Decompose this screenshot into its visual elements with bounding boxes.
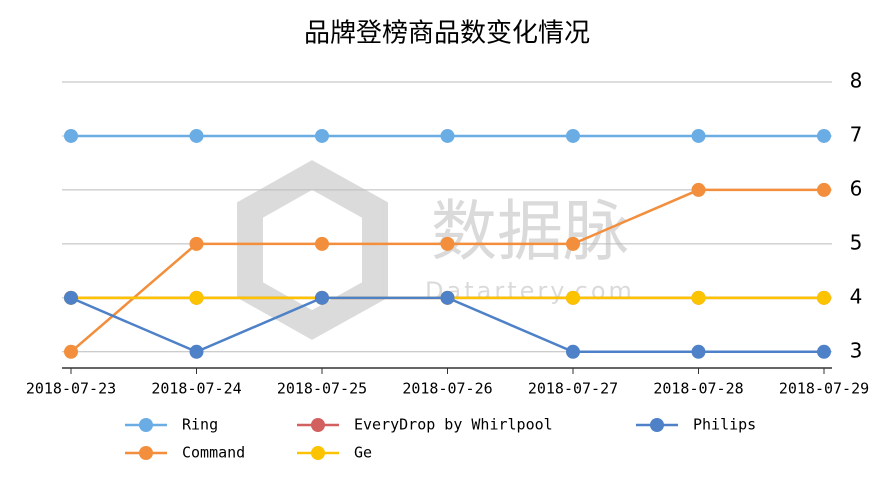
data-point xyxy=(817,290,831,305)
chart-title: 品牌登榜商品数变化情况 xyxy=(304,19,590,49)
data-point xyxy=(189,128,204,143)
legend-marker xyxy=(139,418,153,432)
data-point xyxy=(315,290,329,305)
legend-label: Command xyxy=(182,444,245,462)
data-point xyxy=(64,290,78,305)
legend-item: Ge xyxy=(297,444,372,462)
watermark-url: Datartery.com xyxy=(425,277,635,305)
data-point xyxy=(440,290,455,305)
data-point xyxy=(189,236,204,251)
legend-marker xyxy=(139,446,153,460)
data-point xyxy=(817,128,831,143)
legend-item: Command xyxy=(125,444,245,462)
data-point xyxy=(691,128,706,143)
x-tick-label: 2018-07-29 xyxy=(779,380,869,398)
y-tick-label: 3 xyxy=(850,338,863,362)
watermark: 数据脉 Datartery.com xyxy=(237,160,635,340)
x-tick-label: 2018-07-26 xyxy=(402,380,492,398)
data-point xyxy=(691,182,706,197)
data-point xyxy=(64,128,78,143)
y-tick-label: 6 xyxy=(850,176,863,200)
data-point xyxy=(691,290,706,305)
legend-item: Philips xyxy=(636,416,756,434)
legend-label: Philips xyxy=(693,416,756,434)
x-tick-label: 2018-07-24 xyxy=(151,380,241,398)
y-tick-label: 5 xyxy=(850,230,863,254)
data-point xyxy=(566,290,580,305)
data-point xyxy=(566,344,580,359)
data-point xyxy=(566,128,580,143)
legend-label: Ge xyxy=(354,444,372,462)
data-point xyxy=(315,236,329,251)
data-point xyxy=(440,236,455,251)
watermark-text: 数据脉 xyxy=(431,193,629,270)
data-point xyxy=(817,182,831,197)
x-tick-label: 2018-07-23 xyxy=(26,380,116,398)
legend-marker xyxy=(311,418,325,432)
legend-marker xyxy=(650,418,664,432)
data-point xyxy=(189,290,204,305)
x-tick-label: 2018-07-28 xyxy=(653,380,743,398)
data-point xyxy=(64,344,78,359)
data-point xyxy=(691,344,706,359)
x-tick-label: 2018-07-25 xyxy=(277,380,367,398)
data-point xyxy=(566,236,580,251)
legend-item: EveryDrop by Whirlpool xyxy=(297,416,553,434)
x-tick-label: 2018-07-27 xyxy=(528,380,618,398)
y-tick-label: 4 xyxy=(850,284,863,308)
data-point xyxy=(817,344,831,359)
watermark-logo xyxy=(237,160,388,340)
y-tick-label: 7 xyxy=(850,122,863,146)
legend-label: EveryDrop by Whirlpool xyxy=(354,416,553,434)
legend-marker xyxy=(311,446,325,460)
data-point xyxy=(315,128,329,143)
data-point xyxy=(189,344,204,359)
legend-label: Ring xyxy=(182,416,218,434)
y-tick-label: 8 xyxy=(850,69,863,93)
series-line xyxy=(70,296,824,354)
data-point xyxy=(440,128,455,143)
legend-item: Ring xyxy=(125,416,218,434)
